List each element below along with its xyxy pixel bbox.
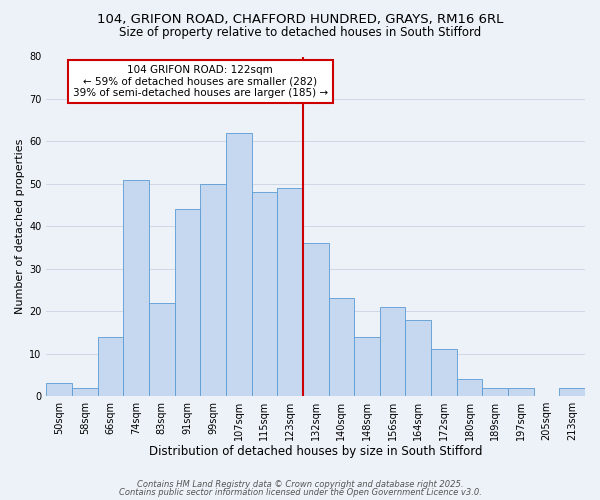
X-axis label: Distribution of detached houses by size in South Stifford: Distribution of detached houses by size … [149,444,482,458]
Bar [329,298,354,396]
Bar [482,388,508,396]
Bar [559,388,585,396]
Bar [149,302,175,396]
Bar [124,180,149,396]
Bar [354,336,380,396]
Bar [406,320,431,396]
Bar [251,192,277,396]
Bar [303,244,329,396]
Bar [200,184,226,396]
Bar [226,133,251,396]
Bar [98,336,124,396]
Text: Contains public sector information licensed under the Open Government Licence v3: Contains public sector information licen… [119,488,481,497]
Y-axis label: Number of detached properties: Number of detached properties [15,138,25,314]
Bar [508,388,534,396]
Bar [431,350,457,396]
Bar [380,307,406,396]
Bar [46,384,72,396]
Text: 104 GRIFON ROAD: 122sqm
← 59% of detached houses are smaller (282)
39% of semi-d: 104 GRIFON ROAD: 122sqm ← 59% of detache… [73,65,328,98]
Text: Contains HM Land Registry data © Crown copyright and database right 2025.: Contains HM Land Registry data © Crown c… [137,480,463,489]
Text: Size of property relative to detached houses in South Stifford: Size of property relative to detached ho… [119,26,481,39]
Bar [277,188,303,396]
Bar [175,210,200,396]
Bar [72,388,98,396]
Bar [457,379,482,396]
Text: 104, GRIFON ROAD, CHAFFORD HUNDRED, GRAYS, RM16 6RL: 104, GRIFON ROAD, CHAFFORD HUNDRED, GRAY… [97,12,503,26]
